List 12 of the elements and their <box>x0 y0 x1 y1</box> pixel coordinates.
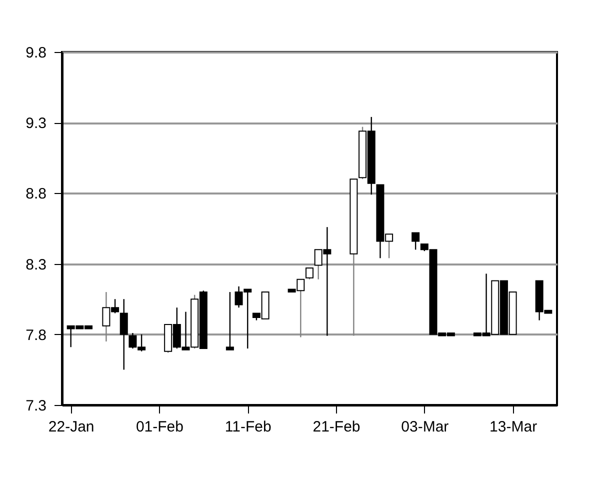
x-tick-label: 03-Mar <box>401 418 449 436</box>
x-tick-label: 01-Feb <box>136 418 184 436</box>
x-tick-label: 21-Feb <box>312 418 360 436</box>
y-tick-label: 8.8 <box>26 186 46 203</box>
x-tick-label: 13-Mar <box>490 418 538 436</box>
y-tick-label: 9.8 <box>26 44 46 62</box>
y-tick-label: 8.3 <box>26 256 46 274</box>
y-tick-label: 7.8 <box>26 326 46 344</box>
x-tick-label: 22-Jan <box>48 418 94 436</box>
x-tick-label: 11-Feb <box>224 418 272 436</box>
y-tick-label: 9.3 <box>26 115 46 132</box>
y-tick-label: 7.3 <box>26 398 46 414</box>
